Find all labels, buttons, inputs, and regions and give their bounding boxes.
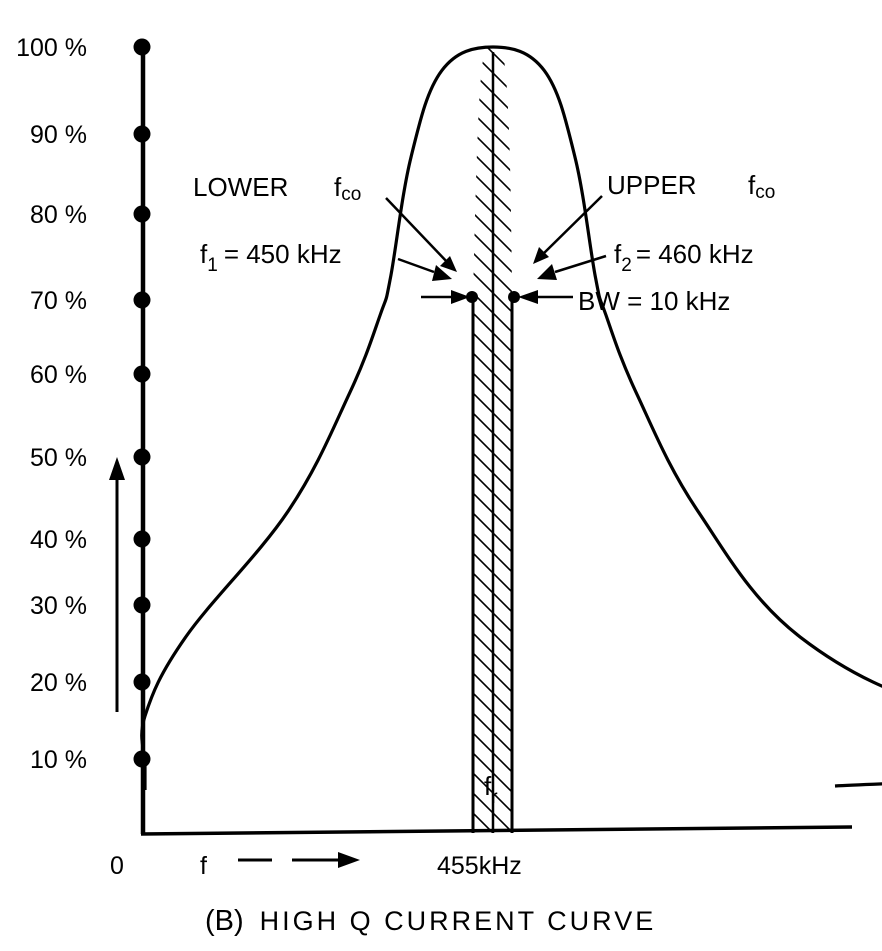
y-tick-label: 30 % <box>30 592 87 620</box>
y-axis-ticks: 100 % 90 % 80 % 70 % 60 % 50 % 40 % 30 % 20 % 10 … <box>16 34 151 774</box>
lower-frequency-label: f1 = 450 kHz <box>200 239 342 276</box>
y-tick-dot <box>133 750 151 768</box>
resonance-label: fr <box>484 771 498 808</box>
lower-cutoff-point <box>466 291 478 303</box>
x-origin-label: 0 <box>110 852 124 880</box>
y-tick-label: 60 % <box>30 361 87 389</box>
x-axis <box>140 825 853 836</box>
x-center-label: 455kHz <box>437 852 522 880</box>
upper-label: UPPER <box>607 170 697 200</box>
lower-fco-label: fco <box>334 172 361 205</box>
y-tick-label: 80 % <box>30 201 87 229</box>
annotation-arrows <box>385 195 607 304</box>
y-tick-label: 90 % <box>30 121 87 149</box>
y-tick-dot <box>133 596 151 614</box>
lower-label: LOWER <box>193 172 288 202</box>
chart-caption: (B) HIGH Q CURRENT CURVE <box>205 905 656 937</box>
y-tick-dot <box>133 530 151 548</box>
y-tick-label: 40 % <box>30 526 87 554</box>
x-direction-arrow-icon <box>238 852 360 868</box>
upper-fco-label: fco <box>748 170 775 203</box>
y-tick-dot <box>133 448 151 466</box>
y-tick-dot <box>133 365 151 383</box>
x-variable-label: f <box>200 852 207 880</box>
y-tick-dot <box>133 673 151 691</box>
y-tick-dot <box>133 125 151 143</box>
y-tick-dot <box>133 205 151 223</box>
bandwidth-label: BW = 10 kHz <box>578 286 730 316</box>
y-tick-dot <box>133 38 151 56</box>
upper-cutoff-point <box>508 291 520 303</box>
upper-frequency-label: f2 = 460 kHz <box>614 239 754 276</box>
y-tick-label: 50 % <box>30 444 87 472</box>
current-curve <box>140 45 882 790</box>
y-tick-label: 100 % <box>16 34 87 62</box>
up-arrow-icon <box>109 457 125 712</box>
y-tick-label: 20 % <box>30 669 87 697</box>
y-tick-label: 70 % <box>30 287 87 315</box>
y-tick-label: 10 % <box>30 746 87 774</box>
y-tick-dot <box>133 291 151 309</box>
